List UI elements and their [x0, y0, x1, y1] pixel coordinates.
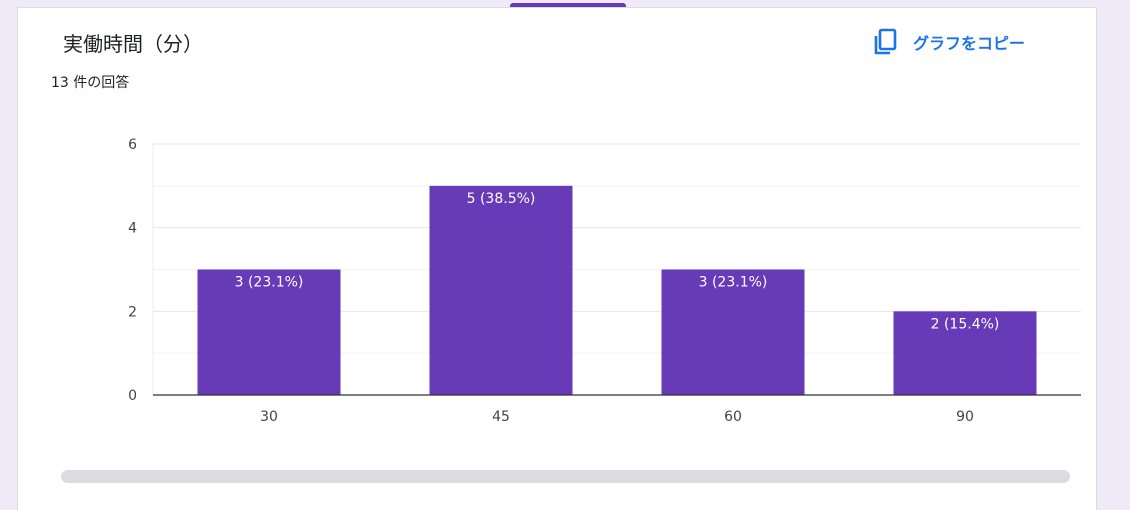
bar-chart: 0 2 4 6 3 (23.1%) 30 5 (38.5%) 45 3 (23.1%) 60 2 (…	[128, 137, 1081, 425]
copy-icon	[873, 28, 899, 56]
question-title: 実働時間（分）	[63, 32, 203, 56]
y-tick-label: 4	[128, 221, 137, 237]
horizontal-scrollbar[interactable]	[61, 470, 1070, 483]
copy-chart-button[interactable]: グラフをコピー	[873, 24, 1025, 60]
response-count: 13 件の回答	[51, 75, 130, 91]
y-tick-label: 6	[128, 137, 137, 153]
bar	[429, 185, 573, 395]
data-label: 3 (23.1%)	[235, 275, 304, 291]
bar	[197, 269, 341, 395]
copy-chart-label: グラフをコピー	[913, 34, 1026, 53]
data-label: 5 (38.5%)	[467, 191, 536, 207]
y-tick-label: 0	[128, 388, 137, 404]
x-tick-label: 60	[724, 409, 742, 425]
data-label: 3 (23.1%)	[699, 275, 768, 291]
summary-card: 実働時間（分） 13 件の回答 グラフをコピー 0 2 4 6 3 (23.1%) 30 5…	[17, 7, 1097, 510]
x-tick-label: 45	[492, 409, 510, 425]
data-label: 2 (15.4%)	[931, 316, 1000, 332]
x-tick-label: 90	[956, 409, 974, 425]
active-section-indicator	[510, 3, 626, 8]
bar	[893, 311, 1037, 395]
bar	[661, 269, 805, 395]
x-tick-label: 30	[260, 409, 278, 425]
y-tick-label: 2	[128, 304, 137, 320]
